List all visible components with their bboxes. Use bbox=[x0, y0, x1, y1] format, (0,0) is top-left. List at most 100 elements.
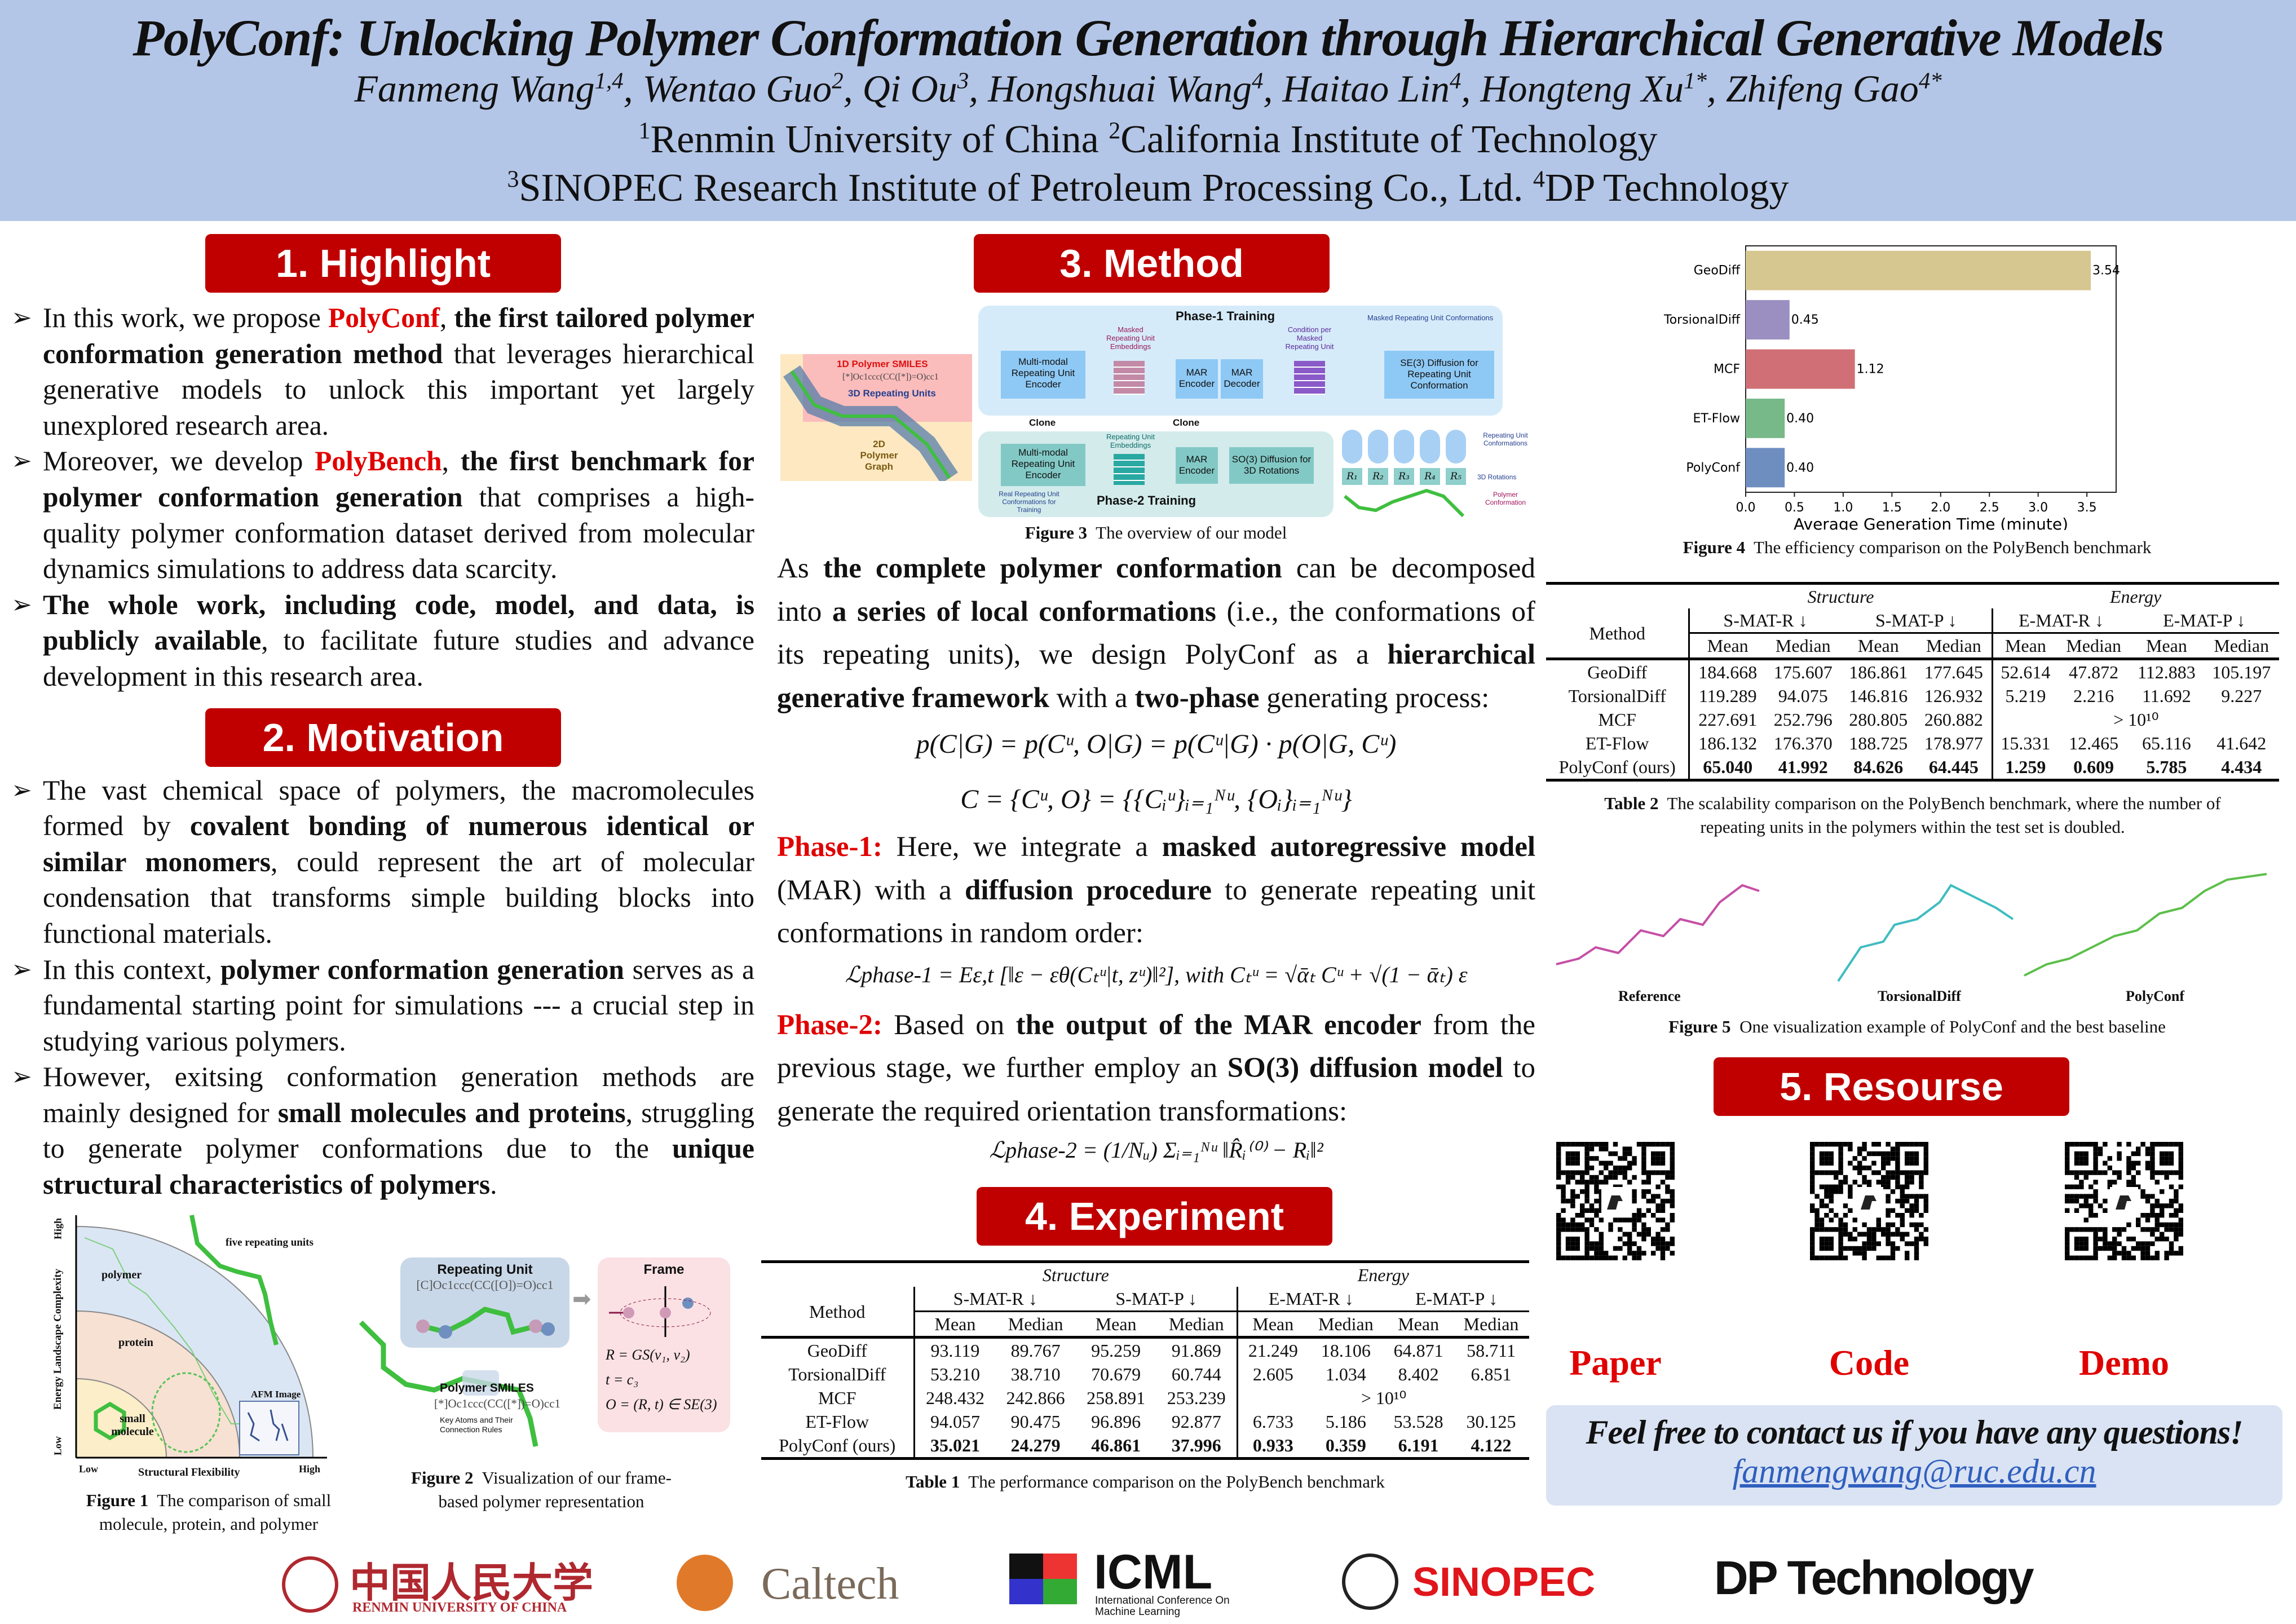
label-torsionaldiff: TorsionalDiff bbox=[1878, 988, 1961, 1004]
smiles-text: [*]Oc1ccc(CC([*])=O)cc1 bbox=[842, 372, 939, 382]
value-cell: 38.710 bbox=[1010, 1364, 1061, 1384]
value-cell: 21.249 bbox=[1237, 1337, 1308, 1362]
label-small-molecule: small molecule bbox=[111, 1412, 154, 1438]
value-cell: 53.210 bbox=[913, 1362, 996, 1386]
bold-phrase: the complete polymer conformation bbox=[823, 553, 1282, 584]
value-cell: 58.711 bbox=[1467, 1340, 1516, 1361]
bold-phrase: the first tailored polymer conformation … bbox=[43, 302, 755, 369]
bar-polyconf bbox=[1746, 448, 1785, 488]
metric-header: S-MAT-R ↓ bbox=[1688, 608, 1841, 634]
contact-email[interactable]: fanmengwang@ruc.edu.cn bbox=[1732, 1453, 2096, 1490]
text-segment: In this context, bbox=[43, 954, 220, 985]
equation-1: p(C|G) = p(Cᵘ, O|G) = p(Cᵘ|G) · p(O|G, C… bbox=[916, 729, 1397, 759]
polymer-conf-label: Polymer Conformation bbox=[1485, 491, 1526, 506]
caption-label: Table 1 bbox=[906, 1472, 960, 1491]
ruc-name-cn: 中国人民大学 bbox=[350, 1559, 594, 1607]
sinopec-logo: SINOPEC bbox=[1342, 1554, 1613, 1616]
value-cell: 253.239 bbox=[1167, 1388, 1226, 1408]
value-cell: 37.996 bbox=[1171, 1435, 1221, 1455]
method-cell: GeoDiff bbox=[1587, 662, 1648, 682]
metric-header: E-MAT-R ↓ bbox=[1237, 1287, 1384, 1312]
name: Fanmeng Wang bbox=[354, 67, 595, 110]
text-segment: (i.e., the conformations of its repeatin… bbox=[777, 595, 1535, 671]
demo-qr-code[interactable] bbox=[2065, 1142, 2183, 1263]
value-cell: 260.882 bbox=[1924, 709, 1983, 730]
text-segment: , struggling to generate polymer conform… bbox=[43, 1097, 754, 1164]
highlight-term: PolyBench bbox=[315, 445, 442, 477]
superscript: 3 bbox=[957, 68, 969, 94]
superscript: 2 bbox=[832, 68, 844, 94]
section-highlight-header: 1. Highlight bbox=[205, 234, 561, 293]
value-cell: 6.191 bbox=[1398, 1435, 1439, 1455]
dp-technology-logo: DP Technology bbox=[1714, 1551, 2034, 1604]
label-five-repeating-units: five repeating units bbox=[226, 1236, 314, 1248]
value-cell: 280.805 bbox=[1849, 709, 1908, 730]
ruc-logo: 中国人民大学 RENMIN UNIVERSITY OF CHINA bbox=[282, 1552, 598, 1619]
caption-text: The efficiency comparison on the PolyBen… bbox=[1754, 537, 2152, 557]
icml-mark-icon bbox=[1009, 1554, 1077, 1604]
rotation-boxes: R₁ R₂ R₃ R₄ R₅ bbox=[1342, 468, 1466, 485]
x-low: Low bbox=[79, 1463, 99, 1475]
text-segment: generating process: bbox=[1259, 682, 1490, 714]
data-label: 0.40 bbox=[1786, 461, 1814, 475]
value-cell: 2.216 bbox=[2073, 686, 2114, 706]
bold-phrase: two-phase bbox=[1134, 682, 1260, 714]
value-cell: 5.219 bbox=[1991, 684, 2059, 708]
figure-2-caption: Figure 2 Visualization of our frame-base… bbox=[406, 1466, 677, 1513]
value-cell: 4.434 bbox=[2221, 757, 2262, 777]
value-cell: 146.816 bbox=[1849, 686, 1908, 706]
rotation-r2: R₂ bbox=[1368, 468, 1388, 485]
paper-link[interactable]: Paper bbox=[1569, 1343, 1662, 1383]
paper-qr-code[interactable] bbox=[1556, 1142, 1675, 1263]
superscript: 4 bbox=[1533, 166, 1545, 193]
frame-eq-r: R = GS(v₁, v₂) bbox=[606, 1346, 690, 1363]
highlight-term: PolyConf bbox=[328, 302, 440, 333]
method-paragraph-3: Phase-2: Based on the output of the MAR … bbox=[777, 1004, 1535, 1133]
affiliations-line-1: 1Renmin University of China 2California … bbox=[0, 117, 2296, 162]
value-cell: 227.691 bbox=[1688, 708, 1766, 731]
group-header: Energy bbox=[2110, 586, 2162, 607]
sub-header: Median bbox=[1168, 1314, 1224, 1334]
sub-header: Mean bbox=[1991, 633, 2059, 659]
sub-header: Mean bbox=[1857, 636, 1899, 656]
mar-encoder-box-2: MAR Encoder bbox=[1176, 447, 1218, 484]
code-link[interactable]: Code bbox=[1829, 1343, 1910, 1383]
figure-3: 1D Polymer SMILES [*]Oc1ccc(CC([*])=O)cc… bbox=[778, 304, 1534, 519]
demo-link[interactable]: Demo bbox=[2079, 1343, 2169, 1383]
text-segment: Here, we integrate a bbox=[882, 831, 1162, 863]
code-qr-code[interactable] bbox=[1810, 1142, 1928, 1263]
masked-conf-label: Masked Repeating Unit Conformations bbox=[1367, 314, 1494, 322]
name: Hongshuai Wang bbox=[988, 67, 1252, 110]
clone-label-2: Clone bbox=[1173, 417, 1200, 428]
method-cell: ET-Flow bbox=[1585, 733, 1649, 753]
y-tick-label: PolyConf bbox=[1686, 461, 1741, 475]
value-cell: 4.122 bbox=[1471, 1435, 1512, 1455]
bar-geodiff bbox=[1746, 250, 2091, 290]
motivation-item: However, exitsing conformation generatio… bbox=[11, 1059, 754, 1202]
text-segment: . bbox=[490, 1169, 497, 1201]
name: Zhifeng Gao bbox=[1725, 67, 1919, 110]
label-reference: Reference bbox=[1618, 988, 1681, 1004]
text-segment: to generate repeating unit conformations… bbox=[777, 874, 1535, 950]
poster-header: PolyConf: Unlocking Polymer Conformation… bbox=[0, 0, 2296, 221]
repeating-unit-smiles: [C]Oc1ccc(CC([O])=O)cc1 bbox=[416, 1277, 554, 1292]
figure-1: High Energy Landscape Complexity Low Low… bbox=[45, 1210, 361, 1542]
caption-label: Figure 4 bbox=[1683, 537, 1746, 557]
value-cell: 6.733 bbox=[1237, 1410, 1308, 1433]
highlight-list: In this work, we propose PolyConf, the f… bbox=[11, 300, 754, 695]
value-cell: 186.132 bbox=[1688, 731, 1766, 755]
value-cell: 9.227 bbox=[2221, 686, 2262, 706]
text-segment: , bbox=[439, 302, 454, 333]
sub-header: Median bbox=[1926, 636, 1981, 656]
section-motivation-header: 2. Motivation bbox=[205, 708, 561, 767]
caption-label: Figure 2 bbox=[411, 1467, 474, 1488]
se3-diffusion-box: SE(3) Diffusion for Repeating Unit Confo… bbox=[1384, 351, 1494, 399]
bold-phrase: a series of local conformations bbox=[832, 595, 1216, 628]
x-tick-label: 2.0 bbox=[1931, 501, 1950, 515]
text-segment: (MAR) with a bbox=[777, 874, 965, 906]
y-low: Low bbox=[52, 1436, 64, 1455]
motivation-item: In this context, polymer conformation ge… bbox=[11, 952, 754, 1060]
value-cell: 11.692 bbox=[2142, 686, 2191, 706]
caltech-logo: Caltech bbox=[677, 1552, 913, 1614]
label-2d-graph: 2D Polymer Graph bbox=[860, 439, 898, 472]
